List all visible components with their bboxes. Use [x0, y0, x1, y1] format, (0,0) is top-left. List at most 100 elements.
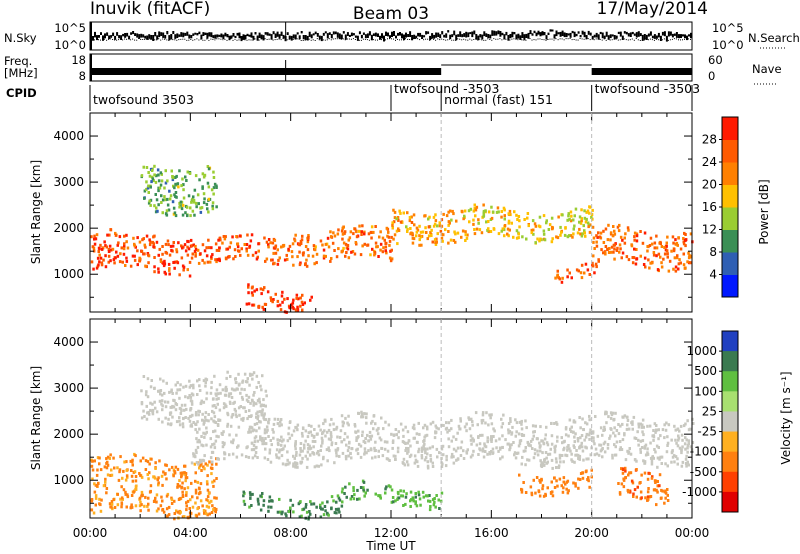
date-title: 17/May/2014: [597, 0, 709, 19]
scatter-point: [634, 458, 637, 462]
scatter-point: [157, 507, 160, 511]
noise-search-sample: [541, 39, 543, 40]
scatter-point: [500, 229, 503, 233]
noise-search-sample: [350, 38, 352, 40]
scatter-point: [546, 452, 550, 456]
scatter-point: [174, 408, 178, 412]
noise-sample: [202, 32, 205, 36]
scatter-point: [626, 226, 630, 230]
scatter-point: [235, 235, 238, 238]
scatter-point: [590, 215, 593, 219]
scatter-point: [123, 242, 126, 246]
scatter-point: [302, 507, 306, 511]
scatter-point: [684, 457, 688, 461]
scatter-point: [356, 447, 359, 451]
scatter-point: [233, 400, 236, 404]
scatter-point: [249, 430, 252, 434]
scatter-point: [189, 407, 192, 411]
scatter-point: [618, 448, 622, 452]
noise-sample: [230, 35, 233, 39]
scatter-point: [210, 246, 213, 250]
noise-sample: [122, 33, 125, 37]
noise-search-sample: [491, 39, 493, 41]
noise-sample: [304, 35, 307, 40]
scatter-point: [539, 237, 542, 241]
scatter-point: [173, 512, 176, 515]
velocity-colorbar-frame: [721, 330, 739, 513]
scatter-point: [206, 207, 209, 211]
scatter-point: [649, 236, 653, 240]
noise-sample: [352, 33, 355, 36]
power-colorbar-tick-label: 16: [702, 200, 717, 214]
scatter-point: [252, 303, 256, 307]
scatter-point: [158, 459, 161, 463]
scatter-point: [283, 444, 286, 448]
noise-search-sample: [433, 38, 435, 40]
noise-search-sample: [128, 38, 130, 39]
scatter-point: [500, 425, 503, 429]
scatter-point: [309, 453, 312, 457]
scatter-point: [274, 245, 277, 249]
scatter-point: [190, 461, 194, 465]
scatter-point: [335, 451, 338, 455]
scatter-point: [680, 448, 683, 452]
scatter-point: [606, 248, 609, 251]
noise-sample: [364, 34, 367, 39]
scatter-point: [319, 239, 323, 243]
scatter-point: [641, 423, 644, 427]
scatter-point: [286, 439, 290, 443]
scatter-point: [223, 441, 226, 445]
scatter-point: [360, 233, 363, 236]
scatter-point: [161, 198, 165, 202]
scatter-point: [281, 290, 284, 294]
scatter-point: [529, 444, 532, 448]
scatter-point: [578, 215, 582, 219]
scatter-point: [192, 200, 196, 204]
scatter-point: [332, 428, 336, 432]
noise-search-sample: [671, 38, 673, 40]
noise-sample: [471, 31, 474, 38]
scatter-point: [405, 225, 408, 229]
scatter-point: [677, 262, 681, 266]
scatter-point: [155, 509, 159, 513]
scatter-point: [336, 232, 340, 236]
scatter-point: [330, 495, 334, 499]
scatter-point: [157, 253, 160, 257]
scatter-point: [614, 434, 617, 438]
scatter-point: [321, 243, 324, 247]
scatter-point: [113, 506, 117, 509]
scatter-point: [680, 451, 683, 455]
scatter-point: [162, 379, 165, 383]
scatter-point: [580, 219, 583, 223]
scatter-point: [431, 498, 435, 502]
scatter-point: [584, 421, 587, 425]
scatter-point: [426, 464, 430, 468]
scatter-point: [179, 471, 183, 475]
noise-search-sample: [320, 39, 322, 41]
scatter-point: [409, 453, 413, 457]
scatter-point: [313, 248, 317, 252]
noise-search-sample: [609, 39, 611, 41]
scatter-point: [194, 491, 198, 495]
scatter-point: [140, 174, 144, 178]
scatter-point: [276, 299, 280, 303]
noise-search-sample: [401, 39, 402, 41]
scatter-point: [503, 224, 507, 227]
scatter-point: [672, 241, 675, 245]
scatter-point: [665, 241, 668, 245]
scatter-point: [637, 443, 640, 447]
scatter-point: [125, 474, 129, 478]
velocity-colorbar-swatch: [722, 391, 738, 412]
scatter-point: [230, 440, 233, 444]
scatter-point: [466, 233, 469, 237]
scatter-point: [452, 239, 456, 242]
scatter-point: [451, 209, 454, 213]
scatter-point: [391, 223, 394, 227]
scatter-point: [247, 415, 251, 418]
scatter-point: [572, 232, 575, 236]
scatter-point: [356, 452, 360, 456]
scatter-point: [90, 508, 94, 512]
power-colorbar-tick-label: 8: [709, 245, 717, 259]
scatter-point: [186, 214, 189, 218]
noise-search-sample: [521, 39, 523, 41]
